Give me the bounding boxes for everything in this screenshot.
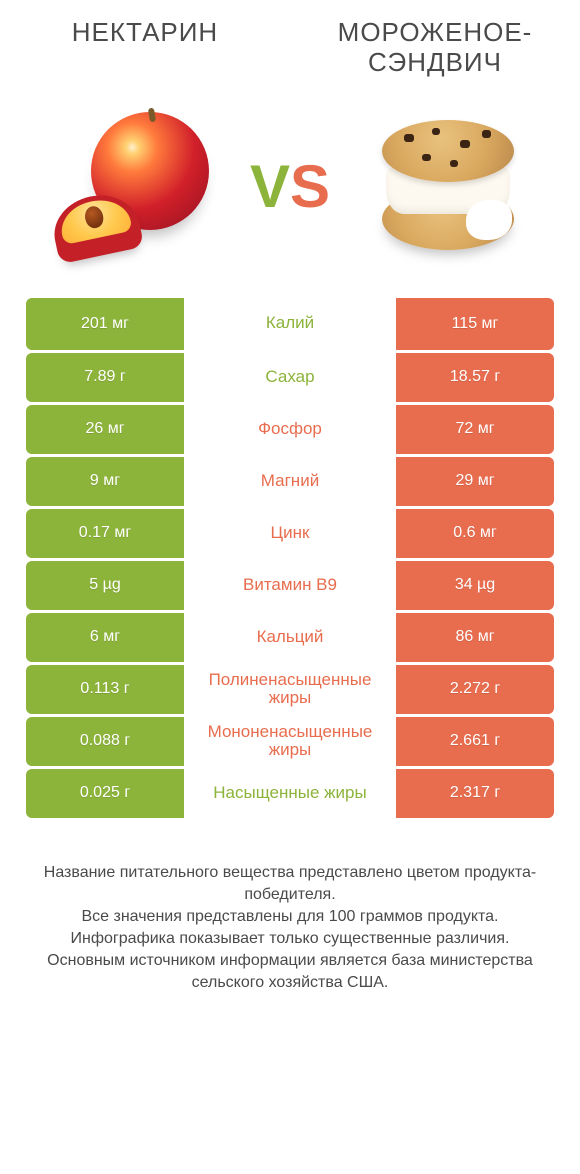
title-left: НЕКТАРИН — [0, 18, 290, 78]
vs-s: S — [290, 152, 330, 221]
nutrient-label: Сахар — [184, 353, 396, 402]
value-left: 26 мг — [26, 405, 184, 454]
table-row: 0.088 гМононенасыщенные жиры2.661 г — [26, 714, 554, 766]
footer-line: Инфографика показывает только существенн… — [24, 928, 556, 950]
table-row: 6 мгКальций86 мг — [26, 610, 554, 662]
value-right: 2.661 г — [396, 717, 554, 766]
value-left: 6 мг — [26, 613, 184, 662]
table-row: 26 мгФосфор72 мг — [26, 402, 554, 454]
value-right: 2.272 г — [396, 665, 554, 714]
nutrient-label: Цинк — [184, 509, 396, 558]
value-left: 201 мг — [26, 298, 184, 350]
hero-row: VS — [0, 88, 580, 298]
table-row: 7.89 гСахар18.57 г — [26, 350, 554, 402]
nutrient-label: Полиненасыщенные жиры — [184, 665, 396, 714]
value-right: 72 мг — [396, 405, 554, 454]
titles-row: НЕКТАРИН МОРОЖЕНОЕ-СЭНДВИЧ — [0, 0, 580, 88]
title-right: МОРОЖЕНОЕ-СЭНДВИЧ — [290, 18, 580, 78]
nectarine-icon — [53, 112, 213, 262]
ice-cream-sandwich-icon — [368, 112, 528, 262]
value-right: 86 мг — [396, 613, 554, 662]
value-right: 34 µg — [396, 561, 554, 610]
value-right: 115 мг — [396, 298, 554, 350]
table-row: 9 мгМагний29 мг — [26, 454, 554, 506]
value-left: 5 µg — [26, 561, 184, 610]
value-left: 9 мг — [26, 457, 184, 506]
value-right: 2.317 г — [396, 769, 554, 818]
value-left: 0.088 г — [26, 717, 184, 766]
food-right-image — [345, 102, 550, 272]
footer-line: Основным источником информации является … — [24, 950, 556, 994]
table-row: 201 мгКалий115 мг — [26, 298, 554, 350]
value-left: 7.89 г — [26, 353, 184, 402]
nutrient-label: Насыщенные жиры — [184, 769, 396, 818]
table-row: 0.025 гНасыщенные жиры2.317 г — [26, 766, 554, 818]
value-left: 0.17 мг — [26, 509, 184, 558]
nutrient-label: Витамин B9 — [184, 561, 396, 610]
value-right: 18.57 г — [396, 353, 554, 402]
vs-v: V — [250, 152, 290, 221]
table-row: 5 µgВитамин B934 µg — [26, 558, 554, 610]
footer-line: Все значения представлены для 100 граммо… — [24, 906, 556, 928]
nutrient-label: Кальций — [184, 613, 396, 662]
footer-notes: Название питательного вещества представл… — [0, 818, 580, 994]
comparison-table: 201 мгКалий115 мг7.89 гСахар18.57 г26 мг… — [0, 298, 580, 818]
value-left: 0.113 г — [26, 665, 184, 714]
vs-label: VS — [235, 152, 345, 221]
nutrient-label: Магний — [184, 457, 396, 506]
value-right: 0.6 мг — [396, 509, 554, 558]
nutrient-label: Мононенасыщенные жиры — [184, 717, 396, 766]
food-left-image — [30, 102, 235, 272]
nutrient-label: Фосфор — [184, 405, 396, 454]
footer-line: Название питательного вещества представл… — [24, 862, 556, 906]
table-row: 0.17 мгЦинк0.6 мг — [26, 506, 554, 558]
value-right: 29 мг — [396, 457, 554, 506]
table-row: 0.113 гПолиненасыщенные жиры2.272 г — [26, 662, 554, 714]
nutrient-label: Калий — [184, 298, 396, 350]
value-left: 0.025 г — [26, 769, 184, 818]
